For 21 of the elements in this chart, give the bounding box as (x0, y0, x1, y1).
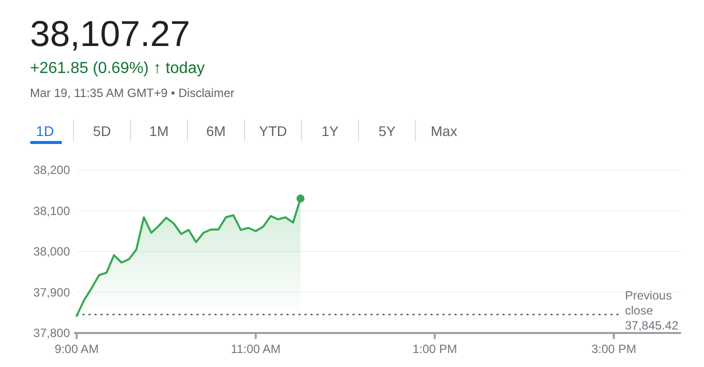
y-tick-label: 38,200 (33, 163, 70, 178)
text: YTD (259, 123, 287, 139)
x-tick-label: 3:00 PM (592, 342, 636, 356)
x-tick-label: 1:00 PM (412, 342, 458, 356)
text: 1D (36, 123, 54, 139)
text: 5Y (378, 123, 396, 139)
text: 1Y (321, 123, 340, 139)
text: 5D (93, 123, 111, 139)
x-tick-label: 11:00 AM (230, 342, 281, 356)
text: Max (430, 123, 458, 139)
chart-title: 38,107.27 (30, 13, 190, 54)
text: 1M (149, 123, 169, 139)
y-tick-label: 37,900 (33, 285, 70, 300)
y-tick-label: 38,100 (33, 204, 70, 218)
text: Mar 19, 11:35 AM GMT+9 • Disclaimer (30, 86, 234, 100)
text: 6M (206, 123, 226, 139)
y-tick-label: 38,000 (33, 244, 70, 259)
y-tick-label: 37,800 (33, 326, 70, 340)
ref-line-label: Previous close 37,845.42 (625, 288, 679, 332)
chart-subtitle: +261.85 (0.69%) ↑ today (30, 60, 205, 77)
x-tick-label: 9:00 AM (54, 342, 99, 356)
